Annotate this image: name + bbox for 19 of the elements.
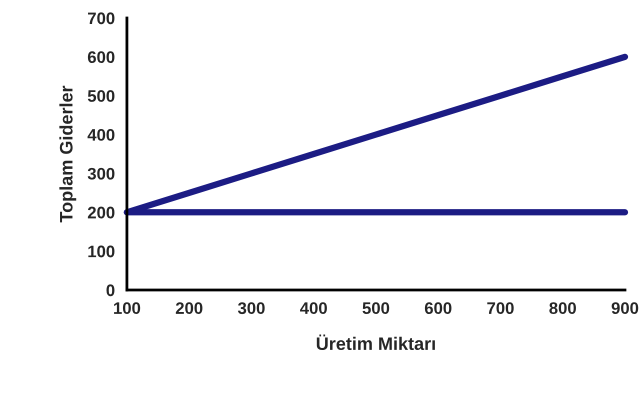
x-tick-label: 100 bbox=[114, 302, 140, 314]
x-tick-label: 400 bbox=[300, 302, 327, 314]
x-tick-label: 200 bbox=[176, 302, 202, 314]
y-tick-label: 0 bbox=[106, 284, 114, 296]
x-tick-label: 900 bbox=[612, 302, 638, 314]
x-tick-label: 600 bbox=[424, 302, 452, 314]
y-tick-label: 700 bbox=[88, 12, 114, 24]
y-tick-label: 400 bbox=[88, 128, 114, 141]
x-axis-title: Üretim Miktarı bbox=[316, 334, 435, 350]
y-tick-label: 600 bbox=[88, 51, 114, 64]
y-tick-label: 100 bbox=[88, 246, 114, 258]
x-tick-label: 500 bbox=[362, 302, 390, 314]
y-tick-label: 500 bbox=[88, 90, 114, 102]
x-tick-label: 800 bbox=[549, 302, 576, 314]
y-tick-label: 300 bbox=[88, 168, 114, 180]
x-tick-label: 300 bbox=[238, 302, 265, 314]
y-tick-label: 200 bbox=[88, 206, 114, 218]
x-tick-label: 700 bbox=[487, 302, 514, 314]
y-axis-title: Toplam Giderler bbox=[59, 86, 76, 222]
